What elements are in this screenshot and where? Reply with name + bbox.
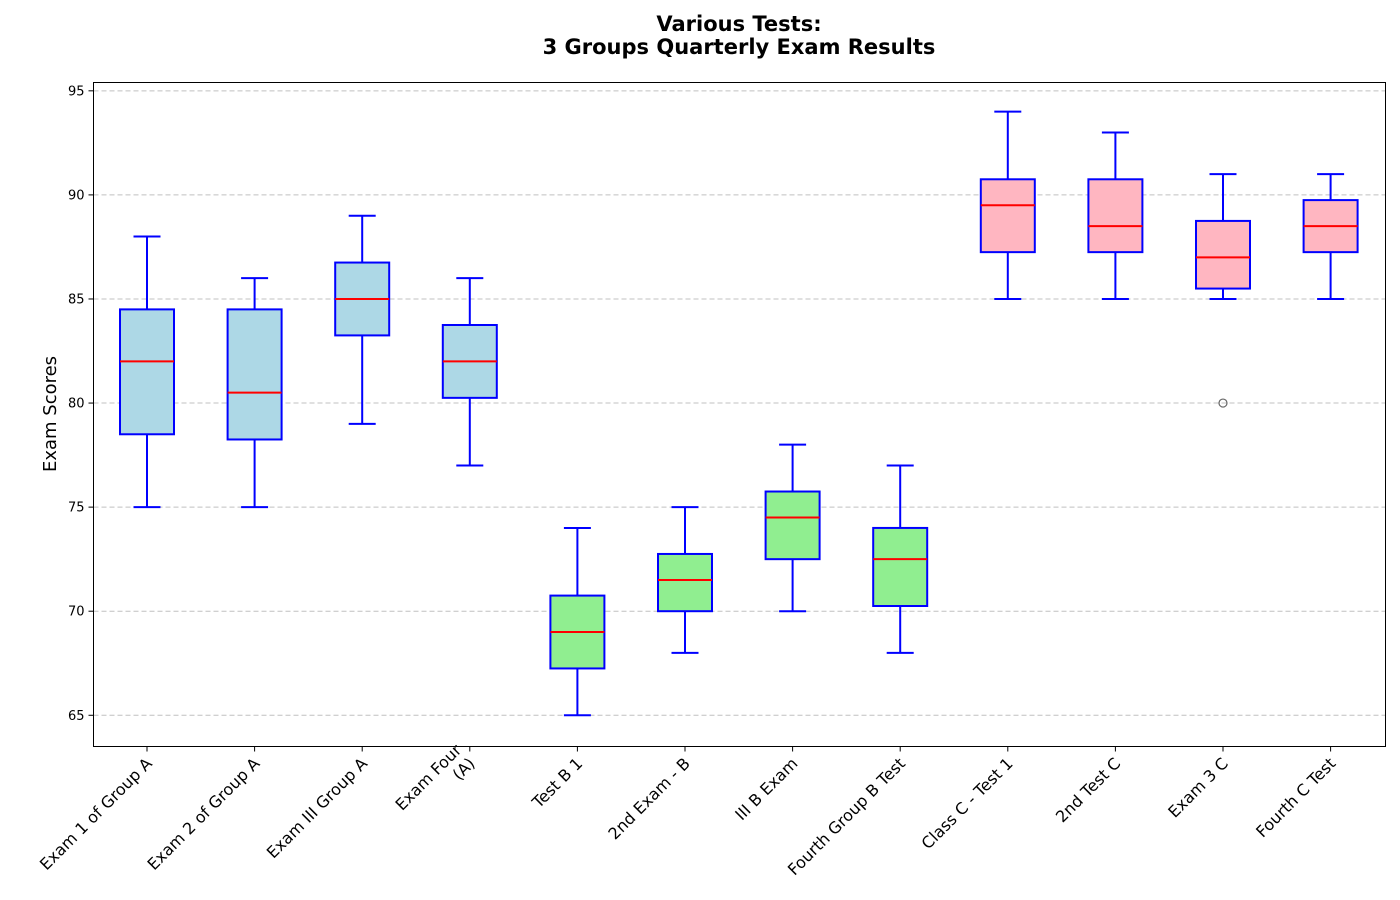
x-tick-label: Test B 1	[528, 754, 587, 813]
box-plot-item	[764, 443, 821, 613]
x-tick-label-line: 2nd Test C	[1052, 754, 1124, 826]
x-tick-label: Exam 1 of Group A	[36, 754, 156, 874]
plot-area-frame	[93, 82, 1386, 747]
x-tick-label-line: III B Exam	[731, 754, 801, 824]
box-plot-item	[549, 526, 606, 717]
x-tick-label-line: Exam 2 of Group A	[144, 754, 264, 874]
x-tick-label: Exam Four(A)	[392, 740, 479, 827]
y-tick-label: 75	[68, 501, 85, 516]
grid-layer	[93, 90, 1386, 716]
box-layer	[119, 110, 1359, 717]
x-tick-label-line: Exam 3 C	[1164, 754, 1232, 822]
box-iqr	[872, 526, 929, 607]
chart-title-line-2: 3 Groups Quarterly Exam Results	[543, 35, 936, 59]
x-tick-label: Exam 3 C	[1164, 754, 1232, 822]
box-plot-item	[226, 277, 283, 509]
x-tick-label-line: Exam III Group A	[263, 754, 371, 862]
y-tick-label: 95	[68, 84, 85, 99]
y-tick-label: 90	[68, 188, 85, 203]
x-tick-label: 2nd Exam - B	[604, 754, 693, 843]
box-iqr	[226, 308, 283, 441]
box-plot-item	[1302, 173, 1359, 300]
x-tick-label-line: Test B 1	[528, 754, 587, 813]
x-tick-label: Exam 2 of Group A	[144, 754, 264, 874]
box-iqr	[119, 308, 175, 436]
box-iqr	[979, 178, 1036, 254]
x-tick-label: Class C - Test 1	[918, 754, 1017, 853]
x-tick-label: III B Exam	[731, 754, 801, 824]
box-plot-item	[1195, 173, 1251, 408]
y-tick-label: 70	[68, 605, 85, 620]
box-plot-item	[334, 214, 391, 425]
box-plot-item	[872, 464, 929, 654]
x-tick-label-line: Exam 1 of Group A	[36, 754, 156, 874]
outlier-point	[1218, 398, 1228, 408]
box-plot-item	[657, 506, 713, 654]
box-plot-item	[119, 235, 175, 509]
box-plot-item	[441, 277, 498, 467]
box-iqr	[657, 552, 713, 613]
y-tick-label: 80	[68, 397, 85, 412]
box-plot-item	[979, 110, 1036, 300]
x-tick-label: 2nd Test C	[1052, 754, 1124, 826]
box-iqr	[1087, 178, 1144, 254]
box-plot-item	[1087, 131, 1144, 300]
box-iqr	[1195, 219, 1251, 290]
y-axis-label: Exam Scores	[40, 356, 61, 472]
x-tick-label-line: Fourth C Test	[1252, 754, 1339, 841]
x-tick-label-line: Fourth Group B Test	[784, 754, 909, 879]
box-iqr	[764, 490, 821, 561]
x-tick-label: Fourth Group B Test	[784, 754, 909, 879]
x-tick-label: Exam III Group A	[263, 754, 371, 862]
chart-title-line-1: Various Tests:	[656, 12, 821, 36]
y-axis-ticks: 65 70 75 80 85 90 95	[68, 84, 94, 724]
y-tick-label: 85	[68, 292, 85, 307]
x-tick-label-line: 2nd Exam - B	[604, 754, 693, 843]
y-tick-label: 65	[68, 709, 85, 724]
x-tick-label: Fourth C Test	[1252, 754, 1339, 841]
x-tick-label-line: Class C - Test 1	[918, 754, 1017, 853]
